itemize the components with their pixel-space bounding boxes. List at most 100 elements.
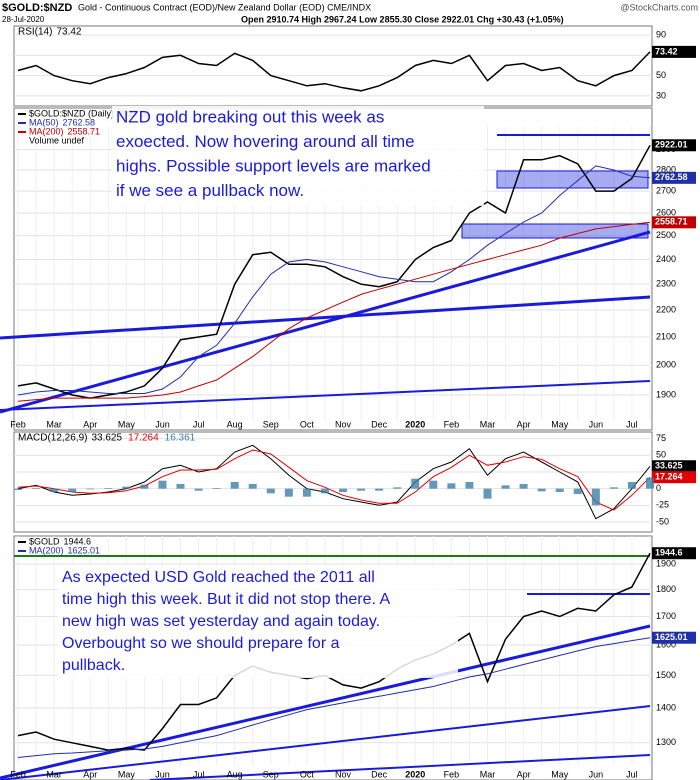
last-value-label: 33.625 xyxy=(655,461,683,471)
panel-title: MACD(12,26,9) xyxy=(18,433,87,444)
series-line xyxy=(17,144,651,399)
histogram-bar xyxy=(176,484,185,489)
x-tick-label: Dec xyxy=(371,419,388,429)
annotation: pullback. xyxy=(62,657,125,674)
histogram-bar xyxy=(501,485,510,489)
y-tick-label: 1900 xyxy=(656,389,676,399)
x-tick-label: 2020 xyxy=(405,769,425,779)
trend-line xyxy=(0,380,651,411)
x-tick-label: Apr xyxy=(517,419,531,429)
panel-title: RSI(14) xyxy=(18,27,52,38)
histogram-bar xyxy=(375,488,384,491)
histogram-bar xyxy=(609,487,618,489)
annotation: time high this week. But it did not stop… xyxy=(62,591,391,608)
x-tick-label: Aug xyxy=(227,419,243,429)
series-line xyxy=(17,51,651,92)
y-tick-label: 2200 xyxy=(656,304,676,314)
histogram-bar xyxy=(158,480,167,489)
annotation-bg xyxy=(58,566,458,678)
y-tick-label: 2600 xyxy=(656,207,676,217)
histogram-bar xyxy=(573,488,582,494)
legend-swatch xyxy=(18,122,26,124)
histogram-bar xyxy=(429,480,438,489)
x-tick-label: Jun xyxy=(589,419,604,429)
panel-frame xyxy=(13,25,653,107)
x-tick-label: May xyxy=(118,769,136,779)
annotation: new high was set yesterday and again tod… xyxy=(62,613,380,630)
x-tick-label: May xyxy=(551,419,569,429)
quote: Open 2910.74 High 2967.24 Low 2855.30 Cl… xyxy=(241,14,564,24)
support-zone xyxy=(496,170,649,189)
histogram-bar xyxy=(302,488,311,497)
y-tick-label: -50 xyxy=(656,516,669,526)
y-tick-label: 1500 xyxy=(656,670,676,680)
trend-line xyxy=(0,295,651,340)
histogram-bar xyxy=(465,482,474,489)
last-value-box xyxy=(652,460,696,473)
y-tick-label: 1600 xyxy=(656,639,676,649)
histogram-bar xyxy=(86,488,95,490)
annotation: NZD gold breaking out this week as xyxy=(116,107,384,126)
series-line xyxy=(17,165,651,396)
watermark: @StockCharts.com xyxy=(620,2,698,12)
annotation: highs. Possible support levels are marke… xyxy=(116,156,431,175)
y-tick-label: 1800 xyxy=(656,584,676,594)
series-line xyxy=(17,637,651,758)
series-line xyxy=(17,444,651,520)
y-tick-label: 2100 xyxy=(656,331,676,341)
y-tick-label: 90 xyxy=(656,29,666,39)
histogram-bar xyxy=(646,477,654,489)
x-tick-label: May xyxy=(118,419,136,429)
legend-value: 2762.58 xyxy=(63,117,96,127)
histogram-bar xyxy=(194,488,203,491)
histogram-bar xyxy=(104,488,113,489)
legend-name: MA(200) xyxy=(29,126,64,136)
last-value-box xyxy=(652,45,696,58)
y-tick-label: 50 xyxy=(656,70,666,80)
legend-swatch xyxy=(18,113,26,115)
panel-frame xyxy=(13,535,653,780)
last-value-box xyxy=(652,216,696,229)
y-tick-label: 1900 xyxy=(656,559,676,569)
x-tick-label: Apr xyxy=(83,769,97,779)
x-tick-label: Nov xyxy=(335,769,352,779)
legend-value: 2558.71 xyxy=(68,126,101,136)
histogram-bar xyxy=(284,488,293,497)
x-tick-label: Jul xyxy=(626,419,638,429)
x-tick-label: Feb xyxy=(444,419,460,429)
histogram-bar xyxy=(483,488,492,499)
x-tick-label: Apr xyxy=(83,419,97,429)
last-value-label: 1625.01 xyxy=(655,632,688,642)
histogram-bar xyxy=(122,486,131,489)
annotation: if we see a pullback now. xyxy=(116,181,304,200)
x-tick-label: Nov xyxy=(335,419,352,429)
last-value-box xyxy=(652,631,696,644)
histogram-bar xyxy=(50,488,59,492)
y-tick-label: 1300 xyxy=(656,737,676,747)
last-value-label: 2922.01 xyxy=(655,140,688,150)
trend-line xyxy=(0,705,651,780)
last-value-label: 17.264 xyxy=(655,472,683,482)
x-tick-label: Jul xyxy=(193,769,205,779)
series-line xyxy=(17,449,651,511)
last-value-label: 1944.6 xyxy=(655,548,683,558)
legend-swatch xyxy=(18,131,26,133)
y-tick-label: 2400 xyxy=(656,254,676,264)
y-tick-label: 1400 xyxy=(656,702,676,712)
x-tick-label: Sep xyxy=(263,419,279,429)
legend-name: MA(50) xyxy=(29,117,59,127)
histogram-bar xyxy=(14,488,22,490)
histogram-bar xyxy=(537,488,546,492)
x-tick-label: Feb xyxy=(444,769,460,779)
histogram-bar xyxy=(339,488,348,492)
legend-value: 73.42 xyxy=(56,27,81,38)
x-tick-label: Jul xyxy=(193,419,205,429)
trend-line xyxy=(0,624,651,780)
last-value-label: 2762.58 xyxy=(655,172,688,182)
y-tick-label: 2700 xyxy=(656,186,676,196)
x-tick-label: Jun xyxy=(155,769,170,779)
symbol: $GOLD:$NZD xyxy=(2,2,72,14)
x-tick-label: Jun xyxy=(155,419,170,429)
histogram-bar xyxy=(212,488,221,489)
